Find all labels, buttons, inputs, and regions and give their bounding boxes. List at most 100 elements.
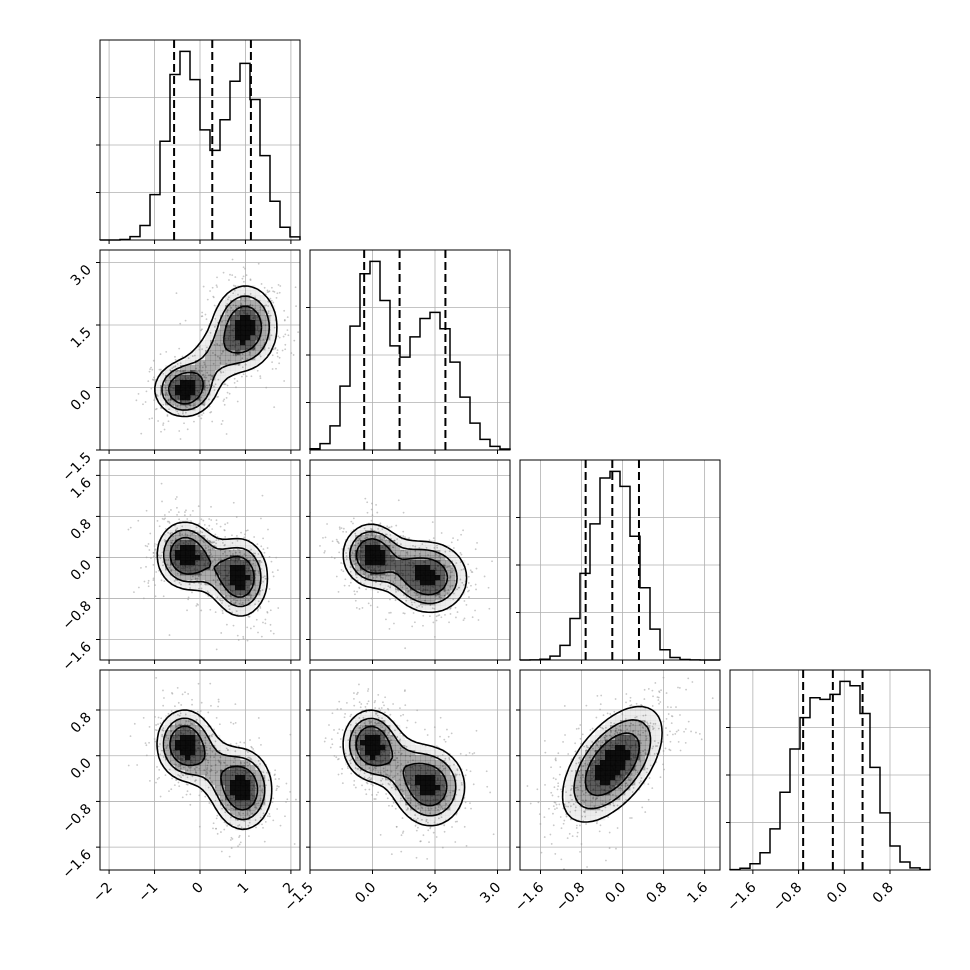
- density-cell: [255, 815, 261, 821]
- scatter-point: [354, 532, 357, 535]
- density-cell: [240, 285, 246, 291]
- scatter-point: [488, 607, 491, 610]
- scatter-point: [205, 758, 208, 761]
- density-cell: [375, 765, 381, 771]
- density-cell: [225, 775, 231, 781]
- scatter-point: [189, 793, 192, 796]
- scatter-point: [218, 356, 221, 359]
- scatter-point: [260, 545, 263, 548]
- density-cell: [260, 810, 266, 816]
- scatter-point: [203, 363, 206, 366]
- density-cell: [250, 775, 256, 781]
- scatter-point: [281, 349, 284, 352]
- scatter-point: [175, 370, 178, 373]
- scatter-point: [208, 524, 211, 527]
- density-cell: [255, 770, 261, 776]
- scatter-point: [208, 777, 211, 779]
- density-cell: [220, 555, 226, 561]
- density-cell: [215, 340, 221, 346]
- scatter-point: [353, 553, 356, 555]
- scatter-point: [229, 595, 232, 598]
- scatter-point: [338, 728, 341, 731]
- density-cell: [170, 765, 176, 771]
- density-cell: [395, 735, 401, 741]
- density-cell: [180, 750, 186, 756]
- density-cell: [410, 785, 416, 791]
- scatter-point: [220, 352, 223, 355]
- scatter-point: [230, 597, 233, 600]
- density-cell: [230, 600, 236, 606]
- scatter-point: [475, 588, 477, 591]
- density-cell: [375, 550, 381, 556]
- scatter-point: [393, 759, 396, 762]
- density-cell: [225, 325, 231, 331]
- density-cell: [195, 530, 201, 536]
- scatter-point: [347, 547, 350, 550]
- scatter-point: [182, 410, 184, 413]
- density-cell: [425, 810, 431, 816]
- density-cell: [195, 770, 201, 776]
- histogram-p0-frame: [99, 39, 301, 241]
- scatter-point: [163, 580, 166, 583]
- scatter-point: [228, 550, 231, 552]
- density-cell: [165, 375, 171, 381]
- density-cell: [225, 540, 231, 546]
- density-cell: [380, 565, 386, 571]
- density-cell: [170, 770, 176, 776]
- density-cell: [160, 740, 166, 746]
- scatter-point: [436, 546, 439, 549]
- scatter-point: [221, 602, 223, 604]
- scatter-point: [230, 306, 233, 309]
- density-cell: [240, 600, 246, 606]
- scatter-point: [276, 352, 279, 354]
- density-cell: [395, 590, 401, 596]
- scatter-point: [236, 634, 239, 637]
- scatter-point: [253, 536, 256, 538]
- scatter-point: [176, 686, 179, 689]
- scatter-point: [349, 581, 352, 584]
- density-cell: [405, 740, 411, 746]
- scatter-point: [127, 764, 130, 767]
- density-cell: [265, 305, 271, 311]
- density-cell: [435, 570, 441, 576]
- scatter-point: [209, 548, 212, 551]
- density-cell: [385, 575, 391, 581]
- density-cell: [215, 595, 221, 601]
- density-cell: [235, 540, 241, 546]
- scatter-point: [218, 761, 221, 763]
- scatter-point: [379, 833, 382, 836]
- scatter-point: [404, 647, 407, 650]
- density-cell: [205, 590, 211, 596]
- density-cell: [235, 825, 241, 831]
- scatter-point: [368, 770, 371, 772]
- density-cell: [430, 800, 436, 806]
- density-cell: [370, 560, 376, 566]
- scatter-point: [283, 309, 286, 312]
- scatter-point: [395, 825, 398, 828]
- scatter-point: [243, 741, 246, 744]
- scatter-point: [187, 596, 190, 599]
- density-cell: [195, 545, 201, 551]
- density-cell: [190, 765, 196, 771]
- density-cell: [225, 575, 231, 581]
- scatter-point: [159, 743, 161, 745]
- scatter-point: [186, 790, 189, 793]
- density-cell: [425, 565, 431, 571]
- density-cell: [380, 765, 386, 771]
- density-cell: [425, 575, 431, 581]
- scatter-point: [205, 366, 207, 368]
- density-cell: [375, 555, 381, 561]
- scatter-point: [433, 636, 436, 638]
- density-cell: [450, 785, 456, 791]
- density-cell: [435, 790, 441, 796]
- density-cell: [160, 370, 166, 376]
- scatter-point: [352, 517, 355, 520]
- density-cell: [180, 730, 186, 736]
- density-cell: [385, 540, 391, 546]
- density-cell: [220, 775, 226, 781]
- scatter-point: [364, 788, 367, 791]
- density-cell: [215, 780, 221, 786]
- density-cell: [205, 760, 211, 766]
- density-cell: [220, 300, 226, 306]
- density-cell: [245, 540, 251, 546]
